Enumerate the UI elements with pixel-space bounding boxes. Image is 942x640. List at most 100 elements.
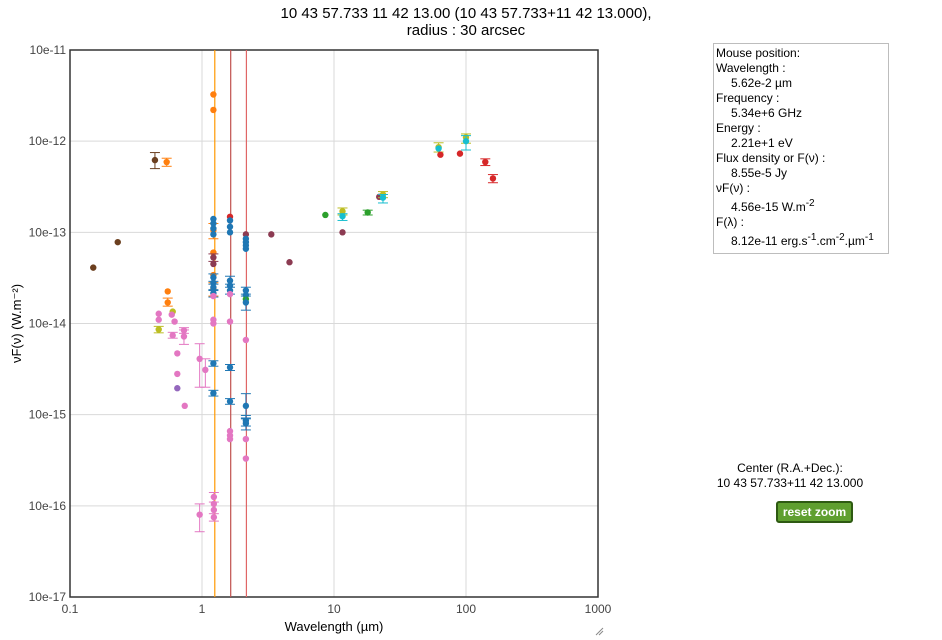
flambda-part-c: .µm <box>844 234 865 248</box>
data-point <box>155 310 162 317</box>
data-point <box>242 402 250 410</box>
data-point <box>226 290 234 298</box>
energy-value: 2.21e+1 eV <box>731 136 793 150</box>
data-point <box>226 277 234 284</box>
data-point <box>210 91 217 98</box>
wavelength-value: 5.62e-2 µm <box>731 76 792 90</box>
data-point <box>242 336 250 344</box>
y-axis-label: νF(ν) (W.m⁻²) <box>9 284 24 363</box>
data-point <box>210 225 217 232</box>
data-point <box>196 355 203 363</box>
data-point <box>210 215 217 223</box>
data-point <box>210 506 218 514</box>
data-point <box>171 318 178 325</box>
resize-handle-icon[interactable] <box>594 626 604 636</box>
data-point <box>196 511 203 518</box>
flambda-label: F(λ) : <box>716 215 744 229</box>
data-point <box>339 229 346 236</box>
flambda-part-b: .cm <box>816 234 836 248</box>
data-point <box>226 398 234 405</box>
plot-frame <box>69 49 599 598</box>
data-point <box>210 292 217 300</box>
mouse-position-panel: Mouse position: Wavelength : 5.62e-2 µm … <box>713 43 889 254</box>
data-point <box>226 217 234 224</box>
data-point <box>210 284 217 291</box>
data-point <box>242 435 250 443</box>
flambda-part-a: 8.12e-11 erg.s <box>731 234 808 248</box>
data-point <box>226 318 234 325</box>
data-point <box>164 299 171 306</box>
data-point <box>242 231 250 238</box>
x-tick-label: 10 <box>327 602 341 616</box>
data-point <box>456 150 464 157</box>
flambda-value: 8.12e-11 erg.s-1.cm-2.µm-1 <box>716 230 888 249</box>
data-point <box>174 370 181 378</box>
data-point <box>210 254 217 261</box>
flambda-exp-1: -1 <box>807 232 817 243</box>
y-tick-label: 10e-15 <box>29 408 67 422</box>
data-point <box>180 333 188 340</box>
data-point <box>174 350 181 357</box>
data-point <box>242 420 250 427</box>
data-point <box>242 299 250 306</box>
x-tick-label: 1000 <box>585 602 612 616</box>
frequency-value: 5.34e+6 GHz <box>731 106 803 120</box>
flambda-exp-3: -1 <box>864 232 874 243</box>
x-axis-label: Wavelength (µm) <box>285 619 384 634</box>
data-point <box>210 360 217 367</box>
data-point <box>482 158 489 166</box>
chart-title-line1: 10 43 57.733 11 42 13.00 (10 43 57.733+1… <box>280 5 652 22</box>
data-point <box>226 364 234 371</box>
data-point <box>210 320 217 327</box>
data-point <box>202 366 209 374</box>
data-point <box>226 223 234 230</box>
y-tick-label: 10e-13 <box>29 225 67 239</box>
data-point <box>242 287 250 294</box>
data-point <box>210 493 218 501</box>
data-point <box>114 238 121 246</box>
center-value: 10 43 57.733+11 42 13.000 <box>716 476 864 490</box>
reset-zoom-button[interactable]: reset zoom <box>776 501 853 523</box>
y-tick-label: 10e-17 <box>29 590 67 604</box>
center-label: Center (R.A.+Dec.): <box>737 461 843 475</box>
data-point <box>181 402 188 410</box>
nufnu-label: νF(ν) : <box>716 181 750 195</box>
data-point <box>364 209 371 216</box>
data-point <box>210 220 217 227</box>
nufnu-value: 4.56e-15 W.m-2 <box>716 196 888 215</box>
data-point <box>379 194 387 201</box>
data-point <box>242 455 250 462</box>
data-point <box>151 156 159 164</box>
data-point <box>226 229 234 236</box>
frequency-label: Frequency : <box>716 91 780 105</box>
y-tick-label: 10e-16 <box>29 499 67 513</box>
data-point <box>286 259 293 266</box>
data-point <box>155 326 162 333</box>
data-point <box>174 385 181 392</box>
flux-density-value: 8.55e-5 Jy <box>731 166 788 180</box>
data-point <box>210 500 218 508</box>
chart-title-line2: radius : 30 arcsec <box>406 22 526 39</box>
nufnu-number: 4.56e-15 W.m <box>731 200 806 214</box>
wavelength-label: Wavelength : <box>716 61 786 75</box>
nufnu-unit-exp: -2 <box>805 198 815 209</box>
data-point <box>462 137 470 145</box>
data-point <box>210 274 217 281</box>
data-point <box>322 211 329 219</box>
flux-density-label: Flux density or F(ν) : <box>716 151 826 165</box>
center-panel: Center (R.A.+Dec.): 10 43 57.733+11 42 1… <box>700 461 880 491</box>
data-point <box>168 311 175 318</box>
data-point <box>210 260 217 268</box>
data-point <box>210 389 217 397</box>
data-point <box>210 514 218 521</box>
data-point <box>339 208 346 215</box>
data-point <box>210 106 217 114</box>
data-point <box>226 427 234 435</box>
data-point <box>489 175 497 182</box>
data-point <box>226 435 234 443</box>
data-point <box>164 288 171 295</box>
y-tick-label: 10e-12 <box>29 134 67 148</box>
data-point <box>169 332 176 339</box>
data-point <box>90 264 97 271</box>
